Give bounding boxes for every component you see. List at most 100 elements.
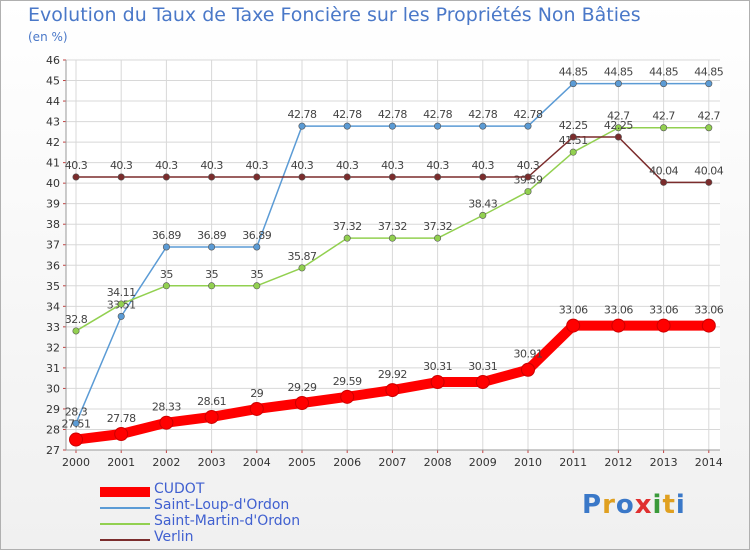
data-label-saint-martin-d-ordon: 42.7: [607, 110, 630, 123]
data-point-saint-loup-d-ordon: [660, 80, 668, 88]
y-tick-label: 28: [46, 423, 60, 436]
logo-letter: P: [582, 490, 603, 520]
data-label-cudot: 29.92: [378, 368, 407, 381]
y-tick-label: 36: [46, 259, 60, 272]
logo-letter: o: [615, 490, 635, 520]
data-label-saint-martin-d-ordon: 35: [250, 268, 263, 281]
data-label-saint-martin-d-ordon: 38.43: [468, 197, 497, 210]
data-point-cudot: [566, 318, 581, 333]
data-label-verlin: 40.3: [110, 159, 133, 172]
data-point-cudot: [204, 409, 219, 424]
data-label-saint-loup-d-ordon: 28.3: [65, 405, 88, 418]
y-tick-label: 30: [46, 382, 60, 395]
logo-letter: i: [675, 490, 686, 520]
data-point-verlin: [524, 173, 532, 181]
data-label-saint-martin-d-ordon: 35: [205, 268, 218, 281]
data-point-saint-loup-d-ordon: [162, 243, 170, 251]
data-point-saint-martin-d-ordon: [569, 148, 577, 156]
x-tick-label: 2013: [650, 456, 678, 469]
data-label-cudot: 33.06: [649, 304, 678, 317]
data-point-cudot: [295, 395, 309, 410]
logo-letter: r: [602, 490, 616, 520]
logo-letter: i: [652, 490, 663, 520]
data-label-cudot: 28.33: [152, 401, 181, 414]
y-tick-label: 37: [46, 239, 60, 252]
y-tick-label: 44: [46, 95, 60, 108]
data-point-saint-martin-d-ordon: [479, 211, 487, 219]
x-tick-label: 2009: [469, 456, 497, 469]
data-point-verlin: [72, 173, 80, 181]
y-tick-label: 31: [46, 362, 60, 375]
logo-letter: x: [634, 490, 653, 520]
data-label-saint-martin-d-ordon: 35: [160, 268, 173, 281]
x-tick-label: 2010: [514, 456, 542, 469]
data-label-cudot: 29.29: [288, 381, 317, 394]
data-point-verlin: [479, 173, 487, 181]
x-tick-label: 2007: [378, 456, 406, 469]
data-label-cudot: 29.59: [333, 375, 362, 388]
data-point-cudot: [114, 426, 129, 441]
data-point-verlin: [343, 173, 351, 181]
data-point-verlin: [705, 178, 713, 186]
legend-label: Saint-Martin-d'Ordon: [154, 513, 301, 529]
x-tick-label: 2001: [107, 456, 135, 469]
data-point-cudot: [385, 383, 400, 398]
data-label-cudot: 27.78: [107, 412, 136, 425]
data-label-verlin: 40.3: [517, 159, 540, 172]
data-point-verlin: [253, 173, 261, 181]
data-point-saint-martin-d-ordon: [117, 300, 125, 308]
chart-subtitle: (en %): [28, 30, 68, 44]
legend-label: Saint-Loup-d'Ordon: [154, 497, 290, 513]
y-tick-label: 45: [46, 75, 60, 88]
proxiti-logo: Proxiti: [582, 490, 686, 520]
y-tick-label: 43: [46, 116, 60, 129]
data-point-saint-loup-d-ordon: [388, 122, 396, 130]
data-label-saint-martin-d-ordon: 35.87: [288, 250, 317, 263]
legend-swatch: [100, 523, 150, 525]
data-label-saint-martin-d-ordon: 32.8: [65, 313, 88, 326]
data-label-saint-loup-d-ordon: 44.85: [649, 66, 678, 79]
data-point-saint-martin-d-ordon: [162, 282, 170, 290]
data-point-saint-martin-d-ordon: [524, 188, 532, 196]
legend-swatch: [100, 507, 150, 509]
y-tick-label: 34: [46, 300, 60, 313]
data-point-saint-loup-d-ordon: [569, 80, 577, 88]
data-label-saint-martin-d-ordon: 34.11: [107, 286, 136, 299]
data-label-cudot: 30.31: [423, 360, 452, 373]
x-tick-label: 2006: [333, 456, 361, 469]
y-tick-label: 35: [46, 280, 60, 293]
data-point-cudot: [430, 375, 445, 390]
data-label-saint-loup-d-ordon: 36.89: [242, 229, 271, 242]
data-label-saint-martin-d-ordon: 42.7: [652, 110, 675, 123]
data-label-cudot: 28.61: [197, 395, 226, 408]
data-label-cudot: 29: [250, 387, 263, 400]
data-point-saint-martin-d-ordon: [705, 124, 713, 132]
data-label-saint-martin-d-ordon: 42.7: [698, 110, 721, 123]
data-point-cudot: [475, 375, 490, 390]
data-point-saint-loup-d-ordon: [117, 312, 125, 320]
data-label-verlin: 40.3: [426, 159, 449, 172]
data-label-verlin: 40.04: [649, 164, 678, 177]
data-label-verlin: 40.04: [694, 164, 723, 177]
data-label-verlin: 40.3: [155, 159, 178, 172]
chart-title: Evolution du Taux de Taxe Foncière sur l…: [28, 4, 641, 26]
data-label-verlin: 42.25: [604, 119, 633, 132]
data-point-saint-loup-d-ordon: [705, 80, 713, 88]
data-point-verlin: [434, 173, 442, 181]
data-point-saint-martin-d-ordon: [298, 264, 306, 272]
data-point-saint-loup-d-ordon: [479, 122, 487, 130]
logo-letter: t: [662, 490, 676, 520]
data-point-verlin: [388, 173, 396, 181]
data-label-saint-loup-d-ordon: 42.78: [288, 108, 317, 121]
x-tick-label: 2011: [559, 456, 587, 469]
data-label-saint-loup-d-ordon: 36.89: [152, 229, 181, 242]
data-point-saint-loup-d-ordon: [253, 243, 261, 251]
legend-swatch: [100, 539, 150, 541]
x-tick-label: 2004: [243, 456, 271, 469]
legend-swatch: [100, 487, 150, 497]
data-point-saint-martin-d-ordon: [343, 234, 351, 242]
x-tick-label: 2012: [604, 456, 632, 469]
data-label-verlin: 40.3: [246, 159, 269, 172]
data-point-cudot: [611, 318, 626, 333]
